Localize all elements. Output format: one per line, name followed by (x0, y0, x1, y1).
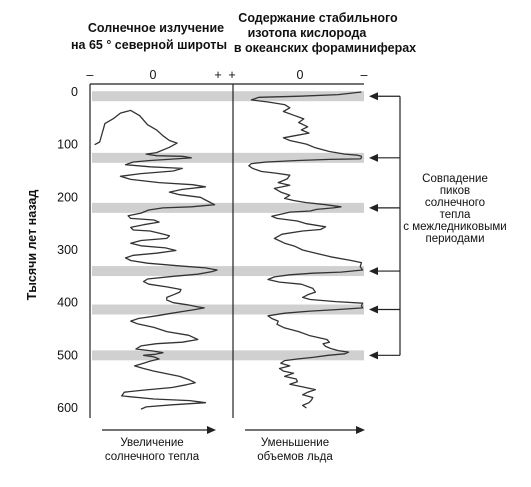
y-tick-label-300: 300 (57, 243, 78, 257)
right-panel-curve (248, 91, 364, 409)
annotation-line-2: пиков (440, 185, 470, 197)
left-scale-minus: – (87, 68, 94, 82)
annotation-arrowhead-2 (369, 153, 378, 162)
curves (94, 91, 364, 410)
annotation-arrowhead-5 (369, 305, 378, 314)
annotation-line-5: с межледниковыми (403, 221, 506, 233)
highlight-band-4 (92, 266, 364, 277)
left-panel-title-line-2: на 65 ° северной широты (71, 38, 227, 52)
annotation-arrowhead-3 (369, 203, 378, 212)
right-x-label-line-1: Уменьшение (261, 437, 329, 449)
left-scale-zero: 0 (150, 68, 157, 82)
right-panel-title-line-3: в океанских фораминиферах (234, 41, 416, 55)
right-panel-title-line-1: Содержание стабильного (238, 11, 398, 25)
annotation-arrowhead-1 (369, 92, 378, 101)
highlight-band-6 (92, 350, 364, 361)
annotation-line-3: солнечного (425, 197, 485, 209)
annotation-line-6: периодами (425, 233, 484, 245)
y-tick-label-100: 100 (57, 138, 78, 152)
highlight-bands (92, 91, 364, 361)
annotation-line-4: тепла (440, 209, 471, 221)
right-direction-arrowhead (356, 426, 365, 434)
left-panel-title-line-1: Солнечное излучение (88, 21, 224, 35)
annotation-arrowhead-4 (369, 267, 378, 276)
right-panel-title-line-2: изотопа кислорода (248, 26, 368, 40)
highlight-band-5 (92, 304, 364, 315)
highlight-band-3 (92, 202, 364, 213)
annotation-arrowhead-6 (369, 351, 378, 360)
y-tick-label-500: 500 (57, 348, 78, 362)
highlight-band-1 (92, 91, 364, 102)
y-tick-labels: 0 100 200 300 400 500 600 (57, 85, 78, 415)
y-tick-label-600: 600 (57, 401, 78, 415)
highlight-band-2 (92, 152, 364, 163)
left-direction-arrowhead (207, 426, 216, 434)
annotation-arrows (369, 92, 401, 360)
y-axis-label: Тысячи лет назад (25, 190, 39, 301)
left-x-label-line-2: солнечного тепла (105, 451, 200, 463)
right-scale-zero: 0 (297, 68, 304, 82)
left-x-label-line-1: Увеличение (120, 437, 183, 449)
right-scale-plus: + (228, 68, 235, 82)
y-tick-label-200: 200 (57, 190, 78, 204)
y-tick-label-400: 400 (57, 296, 78, 310)
right-x-label-line-2: объемов льда (257, 451, 333, 463)
annotation-text: Совпадение пиков солнечного тепла с межл… (403, 173, 506, 245)
left-scale-plus: + (214, 68, 221, 82)
y-tick-label-0: 0 (71, 85, 78, 99)
left-panel-curve (94, 109, 218, 410)
annotation-line-1: Совпадение (422, 173, 488, 185)
right-scale-minus: – (361, 68, 368, 82)
